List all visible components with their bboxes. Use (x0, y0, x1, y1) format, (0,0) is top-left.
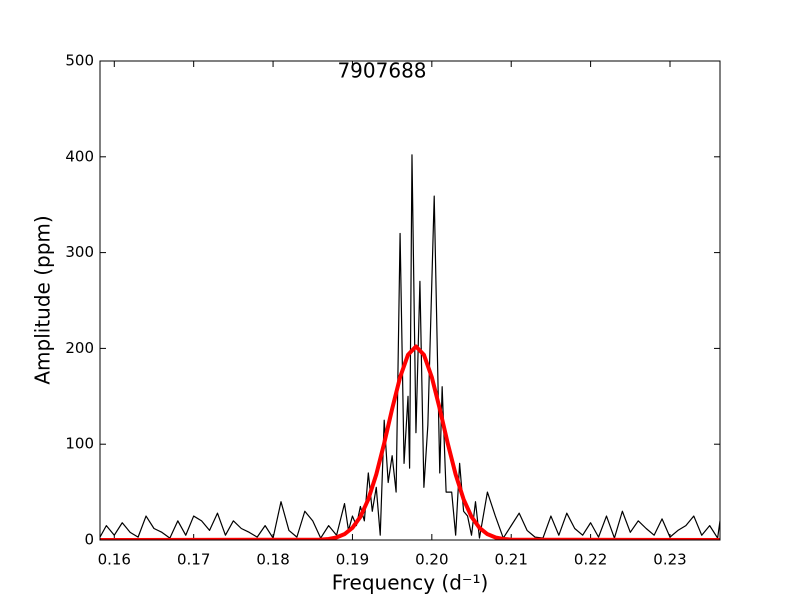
y-tick-label: 0 (84, 531, 94, 549)
series-line (100, 154, 720, 539)
x-tick-label: 0.22 (574, 551, 607, 569)
x-tick-label: 0.21 (495, 551, 528, 569)
x-tick-label: 0.20 (415, 551, 448, 569)
x-tick-label: 0.16 (98, 551, 131, 569)
x-tick-label: 0.23 (653, 551, 686, 569)
y-tick-label: 100 (65, 435, 94, 453)
x-tick-label: 0.18 (256, 551, 289, 569)
y-tick-label: 400 (65, 147, 94, 165)
y-tick-label: 200 (65, 339, 94, 357)
x-axis-label: Frequency (d⁻¹) (332, 571, 489, 595)
y-axis-label: Amplitude (ppm) (31, 215, 55, 384)
series-line (100, 344, 720, 540)
plot-frame (99, 60, 721, 541)
chart-title: 7907688 (337, 59, 426, 83)
y-tick-label: 500 (65, 52, 94, 70)
x-tick-label: 0.17 (177, 551, 210, 569)
x-tick-label: 0.19 (336, 551, 369, 569)
y-tick-label: 300 (65, 243, 94, 261)
